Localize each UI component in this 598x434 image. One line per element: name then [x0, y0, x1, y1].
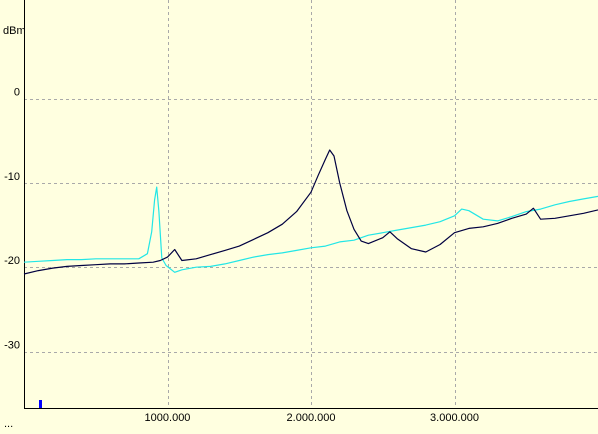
series-line-2 — [23, 186, 598, 273]
x-tick-label: 2.000.000 — [287, 412, 336, 424]
x-tick-labels: 1000.000 2.000.000 3.000.000 — [145, 412, 479, 424]
y-tick-label: -30 — [4, 340, 20, 352]
x-tick-label: 3.000.000 — [430, 412, 479, 424]
series-group — [23, 149, 598, 275]
grid — [24, 0, 598, 408]
corner-glyph: ... — [4, 418, 13, 429]
y-tick-label: -10 — [4, 171, 20, 183]
y-tick-label: 0 — [14, 87, 20, 99]
y-tick-label: -20 — [4, 255, 20, 267]
series-line-1 — [23, 149, 598, 275]
y-axis-label: dBm — [3, 25, 26, 37]
position-marker[interactable] — [39, 400, 42, 408]
x-tick-label: 1000.000 — [145, 412, 191, 424]
y-tick-labels: 0 -10 -20 -30 — [4, 87, 20, 352]
